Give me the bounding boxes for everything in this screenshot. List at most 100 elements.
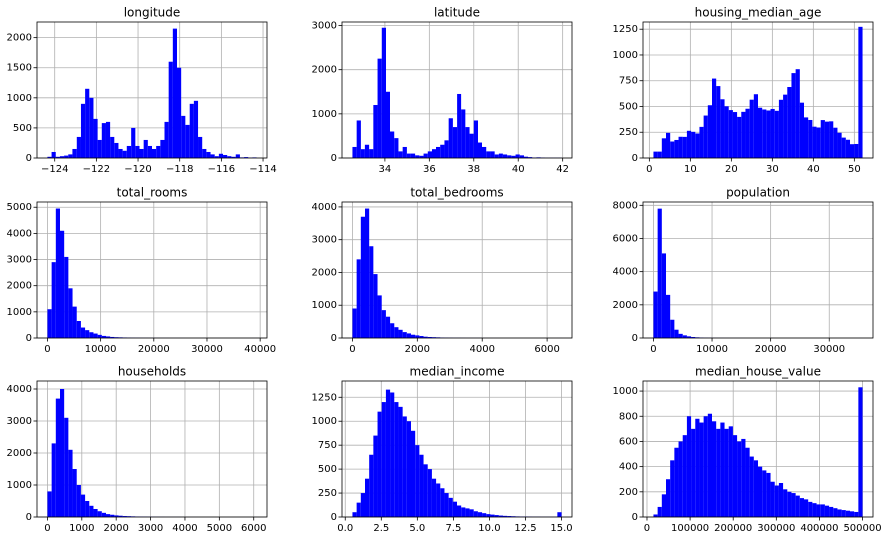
- bar: [97, 511, 102, 517]
- bar: [657, 506, 662, 517]
- x-tick-label: 5.0: [409, 523, 425, 534]
- bar: [691, 131, 696, 158]
- x-tick-label: 15.0: [550, 523, 572, 534]
- bar: [837, 509, 842, 517]
- bar: [833, 127, 838, 158]
- y-tick-label: 0: [26, 333, 32, 344]
- bar: [85, 88, 90, 158]
- bar: [369, 246, 374, 338]
- y-tick-label: 3000: [312, 235, 337, 246]
- bar: [356, 502, 361, 517]
- bar: [76, 321, 81, 338]
- bar: [528, 157, 533, 158]
- y-tick-label: 500: [13, 123, 32, 134]
- axes-frame: [642, 380, 874, 518]
- y-tick-label: 400: [619, 462, 638, 473]
- bar: [164, 121, 169, 158]
- bar: [152, 148, 157, 158]
- y-tick-label: 1000: [613, 50, 638, 61]
- bar: [858, 387, 863, 517]
- bar: [795, 495, 800, 517]
- bar: [678, 136, 683, 158]
- bar: [720, 99, 725, 158]
- y-tick-label: 4000: [7, 384, 32, 395]
- bar: [352, 512, 357, 517]
- y-tick-label: 2000: [613, 300, 638, 311]
- bar: [97, 139, 102, 158]
- bar: [364, 144, 370, 158]
- bar: [440, 488, 445, 517]
- bar: [394, 138, 399, 158]
- bar: [849, 511, 855, 517]
- x-tick-label: 0: [44, 523, 50, 534]
- bar: [68, 288, 73, 338]
- bar: [766, 110, 771, 158]
- y-tick-label: 3000: [7, 416, 32, 427]
- bar: [189, 103, 194, 158]
- bar: [89, 505, 94, 517]
- y-tick-label: 250: [318, 488, 337, 499]
- bar: [770, 481, 775, 517]
- bar: [711, 421, 717, 517]
- y-tick-label: 500: [318, 464, 337, 475]
- bar: [845, 139, 850, 158]
- bar: [51, 262, 56, 338]
- x-tick-label: 30: [766, 164, 779, 175]
- bar: [89, 332, 94, 338]
- bar: [122, 150, 127, 158]
- bar: [218, 153, 224, 158]
- x-tick-label: 1000: [69, 523, 94, 534]
- bar: [691, 428, 696, 517]
- bar: [177, 67, 182, 158]
- bar: [519, 155, 524, 158]
- bar: [114, 142, 119, 158]
- bar: [486, 514, 491, 517]
- bar: [448, 118, 453, 158]
- bar: [444, 493, 449, 517]
- y-tick-label: 1000: [312, 300, 337, 311]
- y-tick-label: 0: [632, 512, 638, 523]
- x-tick-label: 20000: [755, 344, 787, 355]
- bar: [820, 504, 825, 517]
- bar: [373, 274, 378, 338]
- bar: [670, 460, 675, 517]
- bar: [695, 418, 700, 517]
- bar: [661, 253, 667, 338]
- bar: [674, 329, 679, 338]
- bar: [732, 112, 738, 158]
- bar: [365, 478, 370, 517]
- x-tick-label: 10000: [85, 344, 117, 355]
- bar: [214, 156, 219, 158]
- bar: [498, 153, 503, 158]
- bar: [686, 416, 692, 517]
- bar: [360, 149, 365, 158]
- bar: [85, 501, 90, 517]
- bar: [665, 479, 671, 517]
- bar: [448, 497, 453, 517]
- bar: [394, 402, 399, 517]
- bar: [724, 106, 729, 158]
- bar: [114, 515, 119, 517]
- bar: [799, 498, 804, 517]
- bar: [143, 139, 148, 158]
- bar: [93, 333, 98, 338]
- bar: [181, 115, 186, 158]
- y-tick-label: 5000: [7, 202, 32, 213]
- y-tick-label: 2000: [7, 448, 32, 459]
- bar: [356, 259, 361, 338]
- bar: [427, 469, 432, 517]
- x-tick-label: 40000: [244, 344, 276, 355]
- bar: [406, 153, 411, 158]
- bar: [440, 144, 445, 158]
- bar: [465, 127, 470, 158]
- x-tick-label: 5000: [207, 523, 232, 534]
- bar: [168, 61, 173, 159]
- y-tick-label: 500: [619, 101, 638, 112]
- bar: [712, 78, 717, 158]
- y-tick-label: 2000: [7, 281, 32, 292]
- bar: [110, 136, 115, 158]
- x-tick-label: 3000: [138, 523, 163, 534]
- bar: [666, 294, 671, 338]
- bar: [402, 416, 407, 517]
